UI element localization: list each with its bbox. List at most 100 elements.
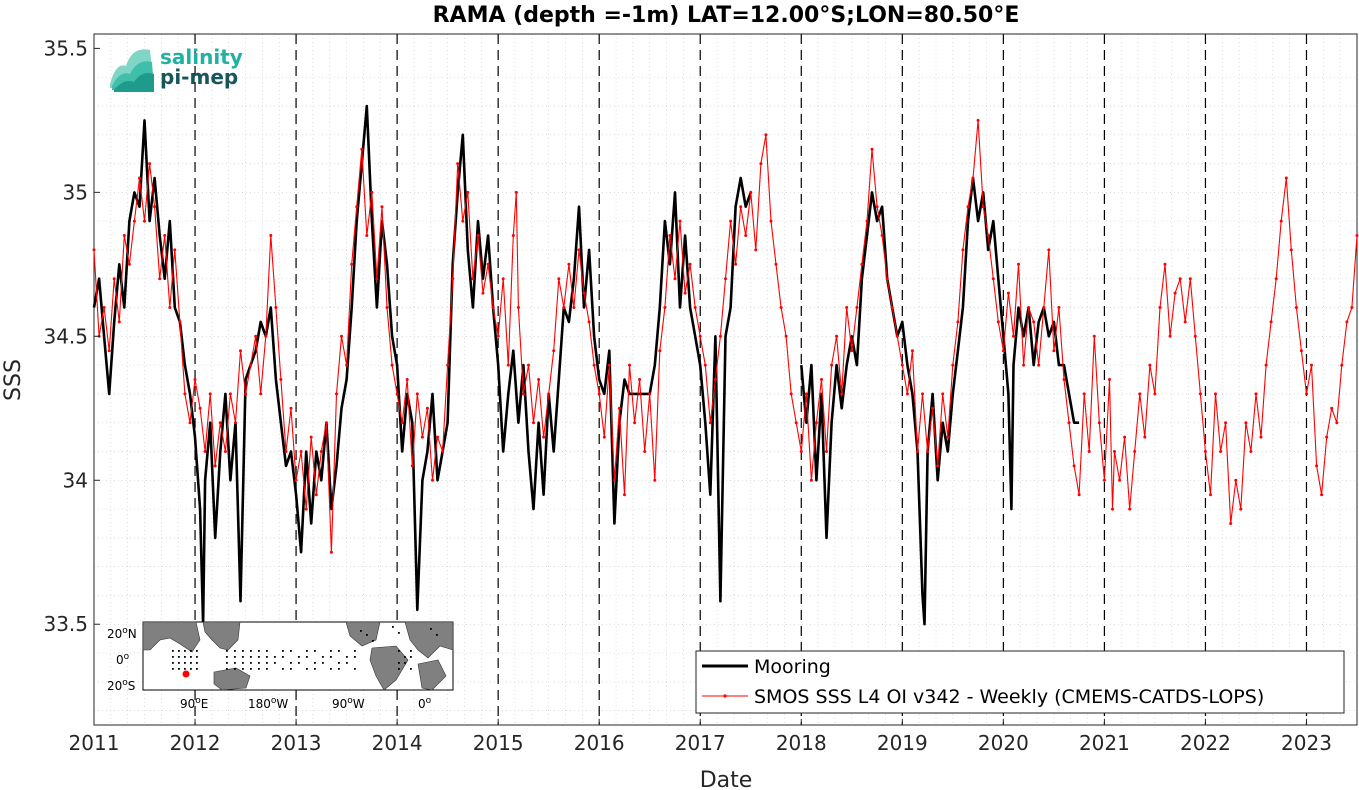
smos-point [309,435,313,439]
buoy-dot [250,668,252,670]
buoy-dot [290,668,292,670]
x-tick-label: 2022 [1180,731,1231,755]
smos-point [143,219,146,223]
smos-point [607,363,611,367]
smos-point [986,234,990,237]
buoy-dot [242,650,244,652]
year-boundary-lines [194,34,1308,725]
smos-point [946,435,950,439]
buoy-dot [172,668,174,670]
inset-map-buoys [172,626,438,670]
smos-point [284,450,288,453]
smos-point [527,363,530,367]
smos-point [1062,378,1066,381]
smos-point [789,392,793,396]
smos-point [395,392,399,396]
buoy-dot [172,656,174,658]
smos-point [794,421,798,425]
map-lon-0: 0o [418,696,432,711]
smos-point [1113,450,1116,453]
buoy-dot [282,650,284,652]
buoy-dot [398,632,400,634]
smos-point [532,421,535,425]
y-tick-label: 33.5 [43,612,88,636]
buoy-dot [184,668,186,670]
smos-point [511,234,515,237]
smos-point [814,421,818,425]
series-mooring [92,104,1080,626]
logo-text-pi-mep: pi-mep [160,65,238,89]
smos-point [552,349,556,353]
smos-point [542,435,546,439]
smos-point [491,306,495,309]
smos-point [1133,450,1137,453]
smos-point [279,378,283,381]
buoy-dot [172,662,174,664]
buoy-dot [242,668,244,670]
smos-point [148,162,152,166]
smos-point [410,464,414,468]
smos-point [875,205,879,209]
smos-point [405,378,409,381]
smos-point [501,277,505,281]
smos-point [784,334,788,338]
buoy-dot [190,656,192,658]
buoy-dot [226,656,228,658]
smos-point [1345,320,1349,324]
smos-point [1330,406,1334,410]
smos-point [1224,421,1228,425]
buoy-dot [306,656,308,658]
y-tick-label: 34 [63,468,88,492]
smos-point [132,219,136,223]
y-tick-label: 35 [63,180,88,204]
smos-point [390,363,394,367]
smos-point [638,378,642,381]
smos-point [673,277,677,281]
buoy-dot [372,640,374,642]
smos-point [698,334,702,338]
x-axis-label: Date [700,768,753,790]
chart-title: RAMA (depth =-1m) LAT=12.00°S;LON=80.50°… [433,3,1020,28]
smos-point [425,406,429,410]
smos-point [506,363,510,367]
smos-point [203,450,207,453]
buoy-dot [338,650,340,652]
buoy-dot [436,634,438,636]
smos-point [183,392,187,396]
smos-point [1198,392,1202,396]
smos-point [1173,291,1177,295]
smos-point [1022,363,1026,367]
buoy-dot [298,662,300,664]
smos-point [208,392,212,396]
smos-point [1325,435,1329,439]
smos-point [1289,248,1293,252]
smos-point [1355,234,1359,237]
salinity-pi-mep-logo: salinity pi-mep [110,45,243,92]
smos-point [916,450,919,453]
smos-point [663,306,667,309]
smos-point [234,421,237,425]
buoy-dot [330,656,332,658]
buoy-dot [338,668,340,670]
smos-point [936,464,940,468]
smos-point [996,320,1000,324]
smos-point [1067,421,1071,425]
smos-point [365,234,369,237]
smos-point [1123,435,1127,439]
buoy-dot [258,668,260,670]
smos-point [294,478,298,482]
x-tick-label: 2016 [574,731,625,755]
smos-point [486,262,490,266]
smos-point [213,464,217,468]
smos-point [1259,435,1263,439]
x-tick-label: 2023 [1281,731,1332,755]
smos-point [138,176,141,180]
smos-point [931,406,935,410]
smos-point [102,306,106,309]
buoy-dot [226,662,228,664]
buoy-dot [314,650,316,652]
smos-point [1209,493,1212,497]
smos-point [941,392,945,396]
smos-point [400,421,404,425]
buoy-dot [266,656,268,658]
